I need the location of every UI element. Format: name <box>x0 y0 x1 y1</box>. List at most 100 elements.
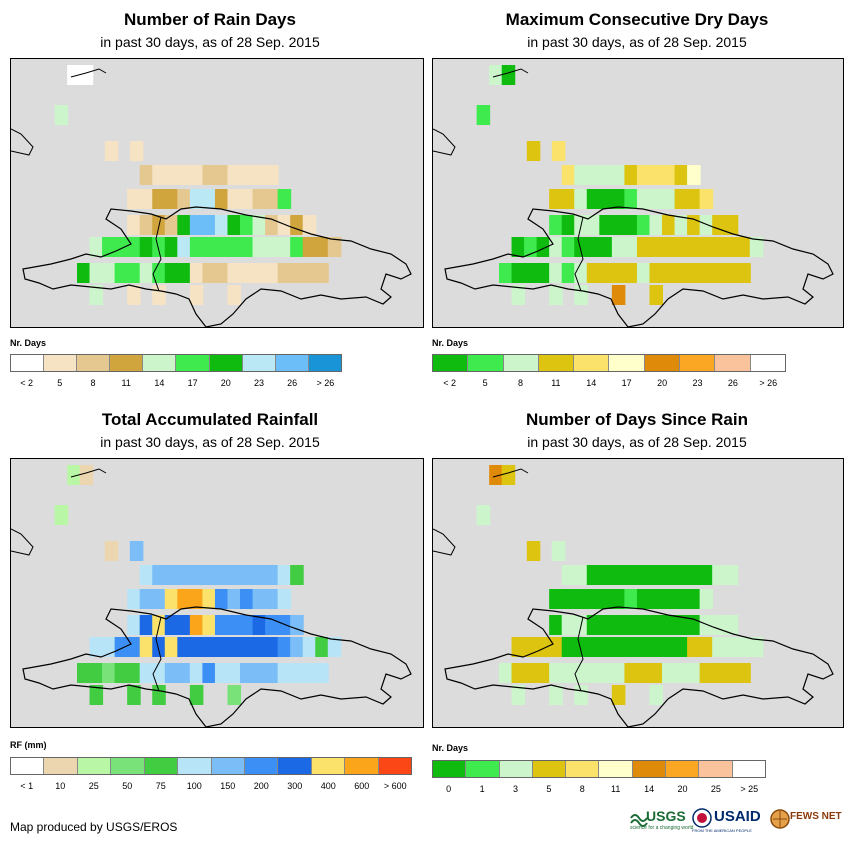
legend-label: 0 <box>446 784 452 794</box>
grid-cell <box>674 565 689 585</box>
grid-cell <box>599 215 613 235</box>
grid-cell <box>699 663 714 683</box>
grid-cell <box>127 285 141 305</box>
grid-cell <box>649 637 664 657</box>
legend-label: 20 <box>657 378 668 388</box>
grid-cell <box>152 165 166 185</box>
grid-cell <box>662 189 676 209</box>
legend-label: 26 <box>727 378 738 388</box>
grid-cell <box>499 663 513 683</box>
grid-cell <box>302 263 317 283</box>
grid-cell <box>240 589 254 609</box>
grid-cell <box>549 237 563 257</box>
grid-cell <box>511 285 526 305</box>
grid-cell <box>152 589 166 609</box>
legend-label: 3 <box>512 784 519 794</box>
grid-cell <box>511 263 526 283</box>
legend-labels-dry-days: < 2 5 8 11 14 17 20 23 26 > 26 <box>432 378 786 390</box>
grid-cell <box>139 663 154 683</box>
grid-cell <box>67 465 81 485</box>
grid-cell <box>712 215 726 235</box>
legend-label: 23 <box>253 378 265 388</box>
grid-cell <box>611 285 626 305</box>
map-since-rain <box>432 458 844 728</box>
legend-swatch <box>574 355 610 371</box>
grid-cell <box>476 105 491 125</box>
legend-label: > 25 <box>740 784 759 794</box>
usaid-logo: USAID FROM THE AMERICAN PEOPLE <box>692 806 776 836</box>
grid-cell <box>476 505 491 525</box>
fewsnet-logo: FEWS NET <box>770 806 846 836</box>
grid-cell <box>674 615 689 635</box>
grid-cell <box>139 565 154 585</box>
grid-cell <box>129 541 144 561</box>
grid-cell <box>549 663 563 683</box>
grid-cell <box>586 589 601 609</box>
grid-cell <box>549 263 563 283</box>
legend-title: Nr. Days <box>432 743 469 753</box>
grid-cell <box>265 263 279 283</box>
grid-cell <box>177 189 191 209</box>
grid-cell <box>599 663 613 683</box>
legend-swatch <box>44 758 78 774</box>
legend-swatch <box>275 355 309 371</box>
grid-cell <box>252 615 267 635</box>
grid-cell <box>302 663 317 683</box>
grid-cell <box>227 215 242 235</box>
grid-cell <box>624 237 638 257</box>
grid-cell <box>749 637 764 657</box>
grid-cell <box>152 565 166 585</box>
grid-cell <box>549 285 563 305</box>
legend-label: 1 <box>479 784 485 794</box>
grid-cell <box>114 263 129 283</box>
grid-cell <box>699 237 714 257</box>
legend-label: 17 <box>621 378 632 388</box>
grid-cell <box>649 237 664 257</box>
grid-cell <box>536 263 551 283</box>
grid-cell <box>737 263 751 283</box>
grid-cell <box>649 663 664 683</box>
grid-cell <box>177 663 191 683</box>
grid-cell <box>561 637 576 657</box>
grid-cell <box>737 637 751 657</box>
legend-label: 300 <box>287 781 303 791</box>
grid-cell <box>164 589 179 609</box>
legend-swatch <box>44 355 78 371</box>
grid-cell <box>549 589 563 609</box>
grid-cell <box>240 663 254 683</box>
grid-cell <box>277 663 292 683</box>
grid-cell <box>290 565 304 585</box>
cuba-coastline <box>433 128 456 156</box>
grid-cell <box>265 615 279 635</box>
grid-cell <box>164 215 179 235</box>
grid-cell <box>712 565 726 585</box>
grid-cell <box>611 637 626 657</box>
fewsnet-wordmark: FEWS NET <box>790 811 842 822</box>
grid-cell <box>127 615 141 635</box>
grid-cell <box>724 615 739 635</box>
grid-cell <box>240 637 254 657</box>
legend-swatch <box>345 758 379 774</box>
grid-cell <box>202 237 216 257</box>
legend-label: 8 <box>90 378 96 388</box>
grid-cell <box>561 237 576 257</box>
grid-cell <box>265 189 279 209</box>
grid-cell <box>54 105 69 125</box>
cuba-coastline <box>11 128 34 156</box>
grid-cell <box>202 165 216 185</box>
legend-swatch <box>242 355 276 371</box>
grid-cell <box>227 285 242 305</box>
legend-label: < 1 <box>20 781 34 791</box>
grid-cell <box>277 237 292 257</box>
grid-cell <box>89 285 104 305</box>
haiti-dr-border <box>574 216 584 292</box>
grid-cell <box>662 237 676 257</box>
grid-cell <box>699 589 714 609</box>
grid-cell <box>699 189 714 209</box>
grid-cell <box>549 615 563 635</box>
grid-cell <box>164 663 179 683</box>
grid-cell <box>611 589 626 609</box>
grid-cell <box>139 165 154 185</box>
grid-cell <box>202 637 216 657</box>
grid-cell <box>511 237 526 257</box>
